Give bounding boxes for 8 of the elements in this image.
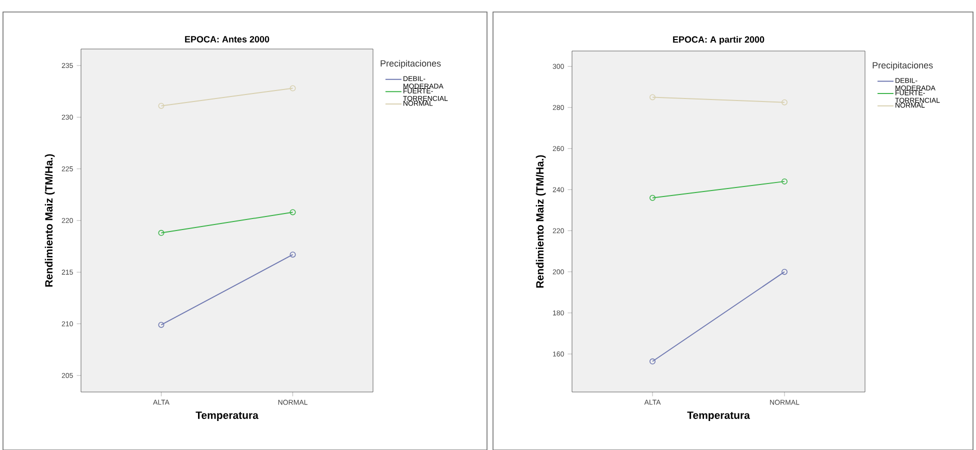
x-axis-title: Temperatura bbox=[687, 412, 750, 422]
legend-title: Precipitaciones bbox=[872, 62, 933, 70]
y-axis-title: Rendimiento Maiz (TM/Ha.) bbox=[44, 154, 55, 287]
x-axis-title: Temperatura bbox=[196, 412, 258, 422]
legend-title: Precipitaciones bbox=[380, 60, 441, 68]
chart-title: EPOCA: Antes 2000 bbox=[185, 36, 270, 42]
y-axis-title: Rendimiento Maiz (TM/Ha.) bbox=[536, 155, 546, 288]
chart-title: EPOCA: A partir 2000 bbox=[673, 36, 764, 44]
